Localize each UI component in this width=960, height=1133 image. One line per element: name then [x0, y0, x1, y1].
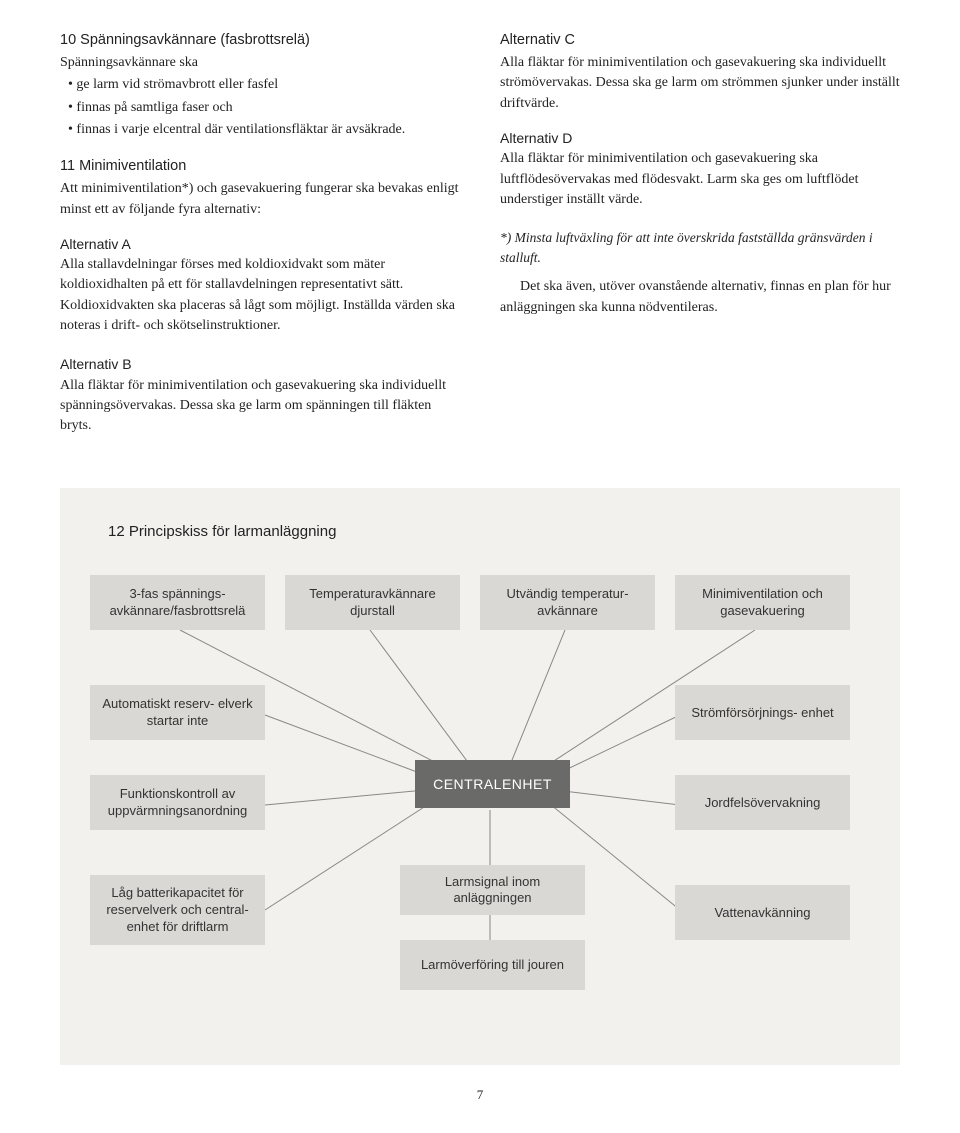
node-3fas: 3-fas spännings- avkännare/fasbrottsrelä	[90, 575, 265, 630]
node-signal: Larmsignal inom anläggningen	[400, 865, 585, 915]
section-11-body: Att minimiventilation*) och gasevakuerin…	[60, 179, 460, 220]
node-power: Strömförsörjnings- enhet	[675, 685, 850, 740]
text-columns: 10 Spänningsavkännare (fasbrottsrelä) Sp…	[60, 30, 900, 438]
alt-c-title: Alternativ C	[500, 30, 900, 51]
alt-c-body: Alla fläktar för minimiventilation och g…	[500, 53, 900, 114]
footnote: *) Minsta luftväxling för att inte övers…	[500, 228, 900, 267]
diagram-title: 12 Principskiss för larmanläggning	[108, 523, 870, 540]
node-transfer: Larmöverföring till jouren	[400, 940, 585, 990]
extra-paragraph: Det ska även, utöver ovanstående alterna…	[500, 277, 900, 318]
node-water: Vattenavkänning	[675, 885, 850, 940]
alt-a-body: Alla stallavdelningar förses med koldiox…	[60, 255, 460, 336]
node-heating: Funktionskontroll av uppvärmningsanordni…	[90, 775, 265, 830]
left-column: 10 Spänningsavkännare (fasbrottsrelä) Sp…	[60, 30, 460, 438]
alt-b-title: Alternativ B	[60, 354, 460, 374]
alt-a-title: Alternativ A	[60, 234, 460, 254]
node-temp: Temperaturavkännare djurstall	[285, 575, 460, 630]
alt-d-title: Alternativ D	[500, 128, 900, 148]
node-ground: Jordfelsövervakning	[675, 775, 850, 830]
section-10-title: 10 Spänningsavkännare (fasbrottsrelä)	[60, 30, 460, 51]
node-center: CENTRALENHET	[415, 760, 570, 808]
node-reserve: Automatiskt reserv- elverk startar inte	[90, 685, 265, 740]
alarm-diagram: 3-fas spännings- avkännare/fasbrottsrelä…	[90, 575, 870, 1015]
page-number: 7	[60, 1087, 900, 1103]
section-11-title: 11 Minimiventilation	[60, 156, 460, 177]
alt-b-body: Alla fläktar för minimiventilation och g…	[60, 376, 460, 437]
right-column: Alternativ C Alla fläktar för minimivent…	[500, 30, 900, 438]
alt-d-body: Alla fläktar för minimiventilation och g…	[500, 149, 900, 210]
bullet-1: • ge larm vid strömavbrott eller fasfel	[60, 75, 460, 95]
bullet-3: • finnas i varje elcentral där ventilati…	[60, 120, 460, 140]
bullet-2: • finnas på samtliga faser och	[60, 98, 460, 118]
node-outdoor-temp: Utvändig temperatur- avkännare	[480, 575, 655, 630]
diagram-panel: 12 Principskiss för larmanläggning	[60, 488, 900, 1065]
node-minivent: Minimiventilation och gasevakuering	[675, 575, 850, 630]
node-battery: Låg batterikapacitet för reservelverk oc…	[90, 875, 265, 945]
section-10-intro: Spänningsavkännare ska	[60, 53, 460, 73]
